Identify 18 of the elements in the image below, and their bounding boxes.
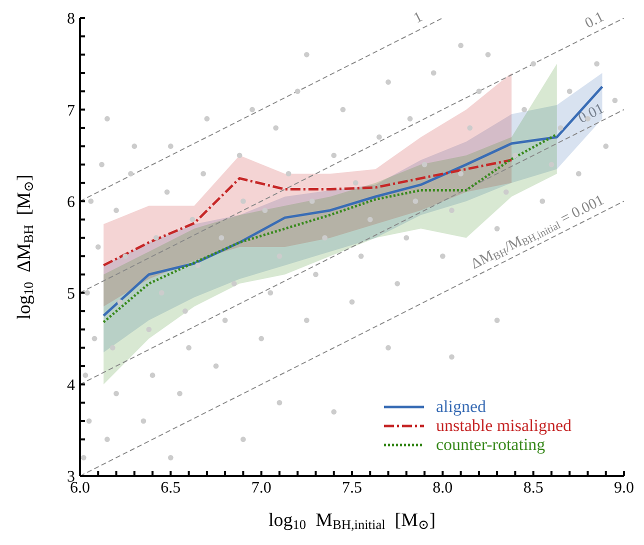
y-tick-label: 6 xyxy=(67,194,75,211)
x-axis-title: log$_{10}$ M$_{BH,initial}$ [M$_{⊙}$] xyxy=(268,510,436,532)
x-tick-label: 8.5 xyxy=(523,479,544,496)
y-tick-label: 8 xyxy=(67,10,75,28)
x-tick-label: 9.0 xyxy=(614,479,634,496)
y-tick-label: 5 xyxy=(67,285,75,302)
x-tick-label: 7.0 xyxy=(251,479,272,496)
x-tick-label: 8.0 xyxy=(432,479,453,496)
text: 1 xyxy=(411,9,426,27)
legend-label: counter-rotating xyxy=(436,435,546,454)
text: 0.1 xyxy=(582,9,607,32)
line-series xyxy=(102,85,604,317)
y-tick-label: 7 xyxy=(67,102,75,120)
y-tick-label: 4 xyxy=(67,377,75,394)
x-tick-label: 7.5 xyxy=(342,479,362,496)
legend-label: aligned xyxy=(436,397,486,416)
legend-label: unstable misaligned xyxy=(436,416,572,435)
x-tick-label: 6.5 xyxy=(160,479,181,496)
